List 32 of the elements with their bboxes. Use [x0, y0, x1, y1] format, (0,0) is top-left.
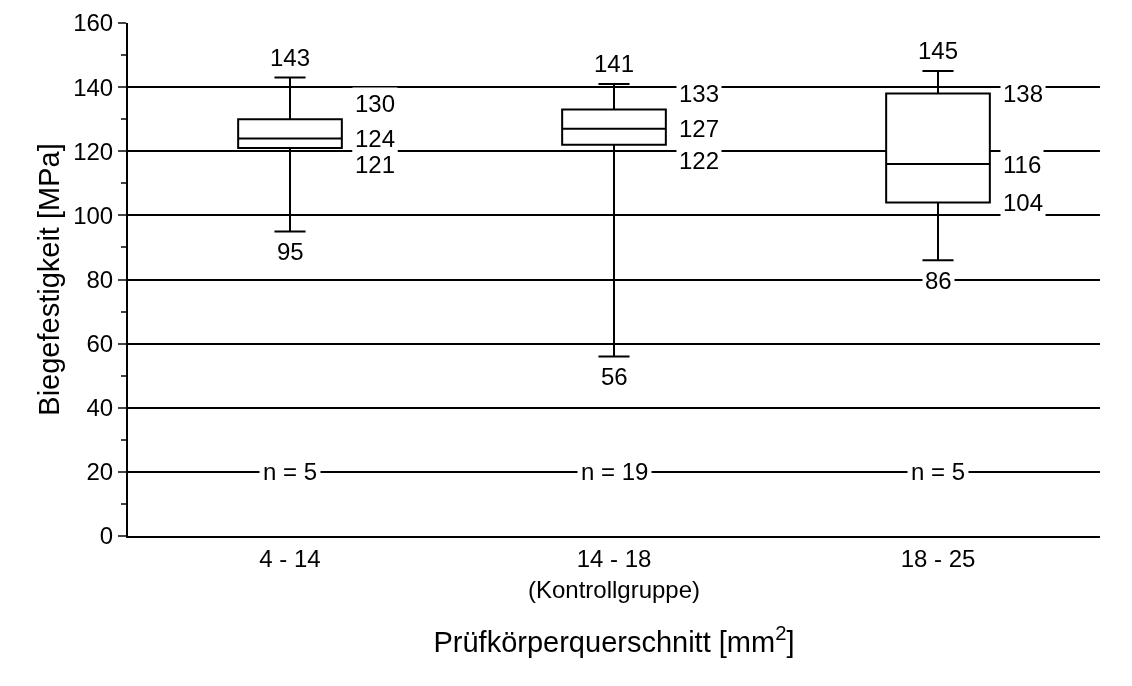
y-tick-label: 60	[86, 330, 114, 358]
y-tick-label: 100	[73, 201, 114, 229]
annotation: n = 5	[263, 458, 318, 485]
annotation: 86	[925, 267, 952, 294]
annotation: 56	[601, 363, 628, 390]
annotation: 124	[355, 125, 396, 152]
annotation: 141	[594, 50, 635, 77]
annotation: 121	[355, 151, 396, 178]
annotation: 122	[679, 147, 720, 174]
y-tick-label: 40	[86, 394, 114, 422]
y-tick-label: 140	[73, 73, 114, 101]
y-tick-label: 120	[73, 137, 114, 165]
y-axis-title: Biegefestigkeit [MPa]	[33, 143, 65, 416]
annotation: 116	[1003, 151, 1042, 178]
y-tick-label: 0	[99, 522, 114, 550]
annotation: 133	[679, 80, 720, 107]
annotation: 143	[270, 44, 311, 71]
x-axis-title: Prüfkörperquerschnitt [mm$^{2}$]	[433, 622, 795, 659]
annotation: 104	[1003, 189, 1044, 216]
annotation: 127	[679, 115, 720, 142]
x-tick-label: 18 - 25	[900, 544, 976, 572]
y-tick-label: 160	[73, 9, 114, 37]
x-tick-label: 4 - 14	[259, 544, 321, 572]
annotation: n = 5	[911, 458, 966, 485]
annotation: n = 19	[581, 458, 649, 485]
annotation: 145	[918, 37, 959, 64]
annotation: 95	[277, 238, 304, 265]
y-tick-label: 20	[86, 458, 114, 486]
annotation: 138	[1003, 80, 1044, 107]
annotation: 130	[355, 90, 396, 117]
x-tick-label: 14 - 18 (Kontrollgruppe)	[527, 544, 701, 603]
y-tick-label: 80	[86, 265, 114, 293]
